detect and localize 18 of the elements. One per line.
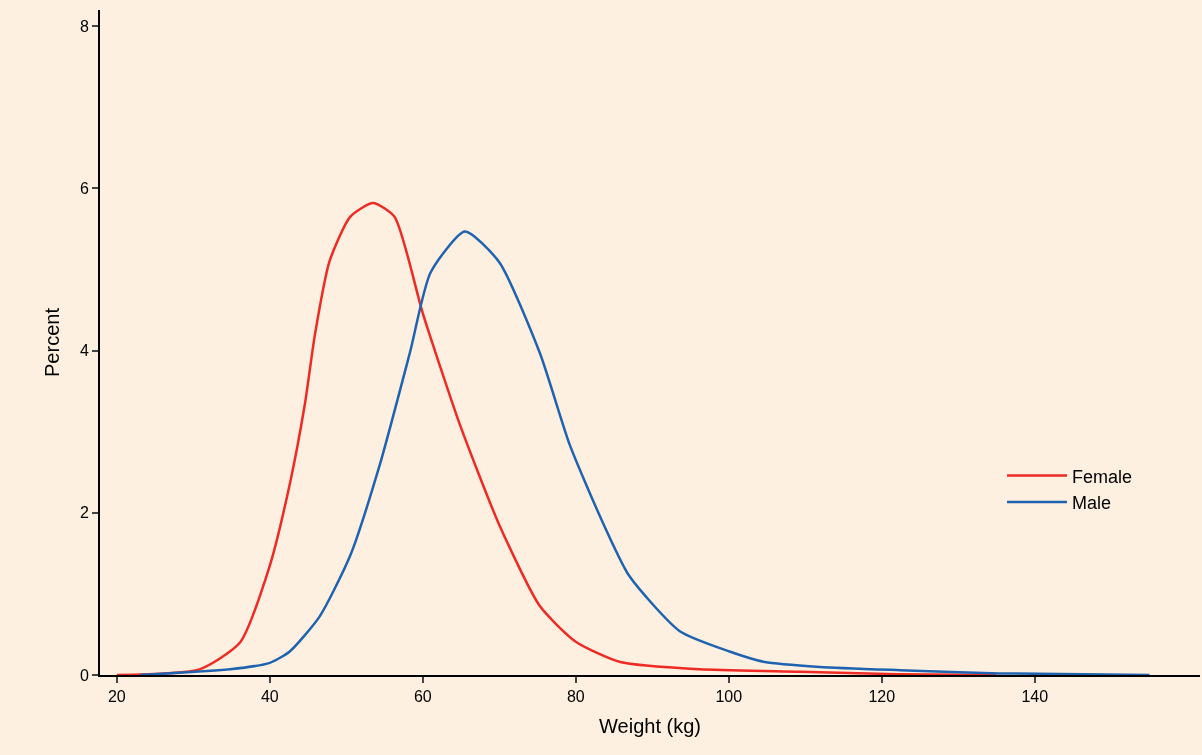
x-tick-label: 100	[715, 688, 743, 706]
y-tick-label: 0	[79, 666, 89, 684]
y-tick-label: 4	[79, 342, 89, 360]
x-tick-label: 120	[868, 688, 896, 706]
x-tick-label: 60	[413, 688, 432, 706]
y-tick-label: 6	[79, 180, 89, 198]
legend-label: Male	[1072, 492, 1112, 513]
line-series	[138, 230, 1151, 675]
y-axis-title: Percent	[40, 307, 63, 377]
y-tick-label: 2	[79, 504, 89, 522]
x-tick-label: 140	[1021, 688, 1049, 706]
line-series	[115, 201, 998, 675]
x-axis-title: Weight (kg)	[599, 715, 701, 738]
x-tick-label: 20	[107, 688, 126, 706]
x-tick-label: 80	[566, 688, 585, 706]
y-tick-label: 8	[79, 17, 89, 35]
x-tick-label: 40	[260, 688, 279, 706]
legend-label: Female	[1072, 466, 1133, 487]
